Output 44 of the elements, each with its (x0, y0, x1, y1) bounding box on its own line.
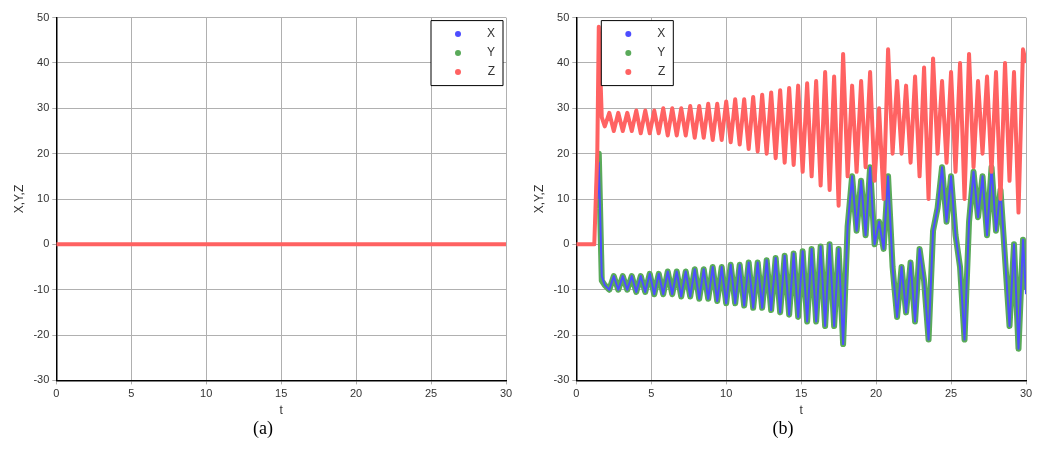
text: (a) (253, 418, 273, 439)
x-tick-label: 30 (499, 387, 513, 400)
text: (b) (772, 418, 794, 439)
y-tick-label: -30 (553, 373, 570, 386)
x-tick-label: 5 (128, 387, 135, 400)
x-axis-title: t (799, 403, 804, 418)
y-axis-title: X,Y,Z (531, 184, 546, 214)
x-tick-label: 15 (275, 387, 288, 400)
y-tick-label: -10 (553, 282, 570, 295)
y-tick-label: -30 (33, 373, 50, 386)
x-tick-label: 0 (573, 387, 580, 400)
y-tick-label: 10 (37, 192, 50, 205)
y-tick-label: 20 (557, 146, 570, 159)
x-tick-label: 30 (1019, 387, 1033, 400)
y-tick-label: 30 (557, 101, 570, 114)
y-tick-label: 20 (37, 146, 50, 159)
x-tick-label: 10 (720, 387, 733, 400)
x-tick-label: 0 (53, 387, 60, 400)
y-axis-title: X,Y,Z (11, 184, 26, 214)
y-tick-label: -10 (33, 282, 50, 295)
y-tick-label: 30 (37, 101, 50, 114)
y-tick-label: 0 (43, 237, 50, 250)
x-tick-label: 25 (424, 387, 438, 400)
legend-label: X (486, 26, 495, 41)
y-tick-label: -20 (553, 328, 570, 341)
legend-label: X (657, 26, 666, 41)
legend-label: Y (657, 45, 666, 60)
y-tick-label: -20 (33, 328, 50, 341)
x-tick-label: 20 (869, 387, 883, 400)
legend-label: Y (486, 45, 495, 60)
x-axis-title: t (279, 403, 284, 418)
y-tick-label: 0 (563, 237, 570, 250)
legend-label: Z (657, 64, 666, 79)
y-tick-label: 40 (37, 55, 50, 68)
y-tick-label: 50 (37, 10, 50, 23)
x-tick-label: 15 (795, 387, 808, 400)
x-tick-label: 10 (200, 387, 213, 400)
y-tick-label: 10 (557, 192, 570, 205)
x-tick-label: 5 (648, 387, 655, 400)
y-tick-label: 40 (557, 55, 570, 68)
y-tick-label: 50 (557, 10, 570, 23)
x-tick-label: 25 (944, 387, 958, 400)
legend-label: Z (487, 64, 495, 79)
x-tick-label: 20 (349, 387, 363, 400)
